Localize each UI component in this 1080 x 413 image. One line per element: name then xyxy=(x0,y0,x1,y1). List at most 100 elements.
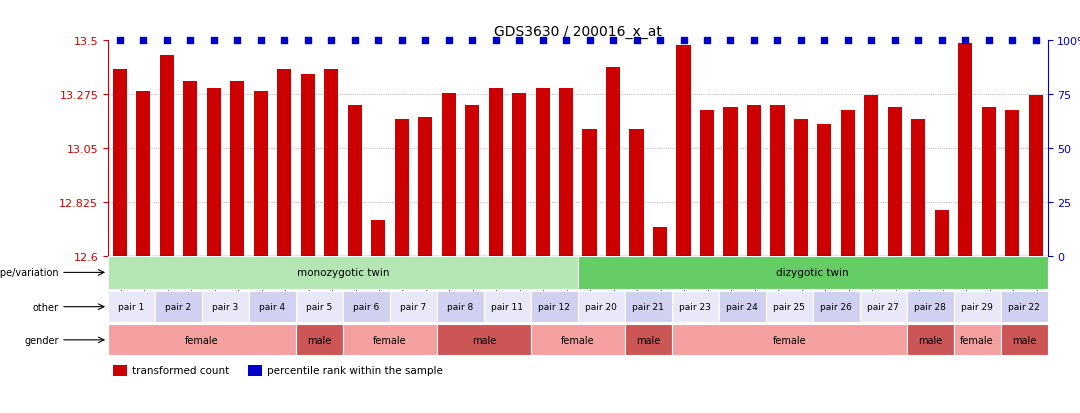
Point xyxy=(275,38,293,45)
FancyBboxPatch shape xyxy=(202,292,248,323)
Point xyxy=(793,38,810,45)
FancyBboxPatch shape xyxy=(624,325,672,356)
Text: pair 21: pair 21 xyxy=(632,302,664,311)
FancyBboxPatch shape xyxy=(530,292,578,323)
Point xyxy=(981,38,998,45)
Bar xyxy=(512,94,526,256)
FancyBboxPatch shape xyxy=(343,325,436,356)
Point xyxy=(887,38,904,45)
Text: female: female xyxy=(185,335,219,345)
Bar xyxy=(348,106,362,256)
Text: pair 29: pair 29 xyxy=(961,302,994,311)
Text: pair 12: pair 12 xyxy=(538,302,570,311)
FancyBboxPatch shape xyxy=(436,292,484,323)
Bar xyxy=(864,96,878,256)
Point xyxy=(839,38,856,45)
Text: pair 28: pair 28 xyxy=(914,302,946,311)
Text: male: male xyxy=(636,335,660,345)
Text: female: female xyxy=(373,335,407,345)
Bar xyxy=(700,111,714,256)
FancyBboxPatch shape xyxy=(812,292,860,323)
Text: male: male xyxy=(918,335,942,345)
Text: gender: gender xyxy=(24,335,58,345)
Point xyxy=(463,38,481,45)
Bar xyxy=(841,111,855,256)
FancyBboxPatch shape xyxy=(156,292,202,323)
Text: transformed count: transformed count xyxy=(133,366,230,375)
FancyBboxPatch shape xyxy=(296,292,343,323)
Bar xyxy=(818,125,832,256)
FancyBboxPatch shape xyxy=(343,292,390,323)
FancyBboxPatch shape xyxy=(672,325,907,356)
Point xyxy=(1003,38,1021,45)
FancyBboxPatch shape xyxy=(624,292,672,323)
Bar xyxy=(724,108,738,256)
Text: pair 25: pair 25 xyxy=(773,302,806,311)
Bar xyxy=(747,106,761,256)
Text: genotype/variation: genotype/variation xyxy=(0,268,58,278)
Text: percentile rank within the sample: percentile rank within the sample xyxy=(267,366,443,375)
Bar xyxy=(770,106,784,256)
Bar xyxy=(536,89,550,256)
Point xyxy=(699,38,716,45)
Bar xyxy=(160,56,174,256)
Bar xyxy=(324,70,338,256)
Point xyxy=(627,38,645,45)
Point xyxy=(393,38,410,45)
Point xyxy=(135,38,152,45)
Point xyxy=(229,38,246,45)
Text: pair 8: pair 8 xyxy=(447,302,473,311)
FancyBboxPatch shape xyxy=(578,292,624,323)
Bar xyxy=(653,228,667,256)
Point xyxy=(440,38,457,45)
FancyBboxPatch shape xyxy=(860,292,907,323)
Bar xyxy=(958,44,972,256)
Text: other: other xyxy=(32,302,58,312)
Point xyxy=(721,38,739,45)
Text: pair 27: pair 27 xyxy=(867,302,900,311)
FancyBboxPatch shape xyxy=(1000,292,1048,323)
FancyBboxPatch shape xyxy=(530,325,624,356)
Bar xyxy=(888,108,902,256)
Point xyxy=(745,38,762,45)
FancyBboxPatch shape xyxy=(484,292,530,323)
Bar xyxy=(794,120,808,256)
Point xyxy=(815,38,833,45)
Bar xyxy=(418,118,432,256)
FancyBboxPatch shape xyxy=(390,292,436,323)
FancyBboxPatch shape xyxy=(436,325,530,356)
FancyBboxPatch shape xyxy=(907,325,954,356)
Point xyxy=(863,38,880,45)
Text: pair 6: pair 6 xyxy=(353,302,379,311)
FancyBboxPatch shape xyxy=(1000,325,1048,356)
FancyBboxPatch shape xyxy=(578,256,1048,290)
Bar xyxy=(676,46,690,256)
Point xyxy=(323,38,340,45)
Bar xyxy=(630,130,644,256)
Point xyxy=(299,38,316,45)
Bar xyxy=(1029,96,1043,256)
Point xyxy=(534,38,551,45)
Text: male: male xyxy=(308,335,332,345)
Text: pair 11: pair 11 xyxy=(491,302,524,311)
Text: pair 23: pair 23 xyxy=(679,302,712,311)
Text: pair 22: pair 22 xyxy=(1009,302,1040,311)
Bar xyxy=(372,220,386,256)
Bar xyxy=(248,365,262,376)
Text: pair 24: pair 24 xyxy=(727,302,758,311)
Text: dizygotic twin: dizygotic twin xyxy=(777,268,849,278)
FancyBboxPatch shape xyxy=(248,292,296,323)
Point xyxy=(675,38,692,45)
FancyBboxPatch shape xyxy=(907,292,954,323)
Point xyxy=(417,38,434,45)
Point xyxy=(487,38,504,45)
Point xyxy=(909,38,927,45)
Bar xyxy=(112,70,126,256)
Point xyxy=(111,38,129,45)
Point xyxy=(933,38,950,45)
Point xyxy=(605,38,622,45)
Bar xyxy=(184,82,198,256)
Text: pair 26: pair 26 xyxy=(820,302,852,311)
Text: pair 7: pair 7 xyxy=(401,302,427,311)
Bar xyxy=(935,211,949,256)
